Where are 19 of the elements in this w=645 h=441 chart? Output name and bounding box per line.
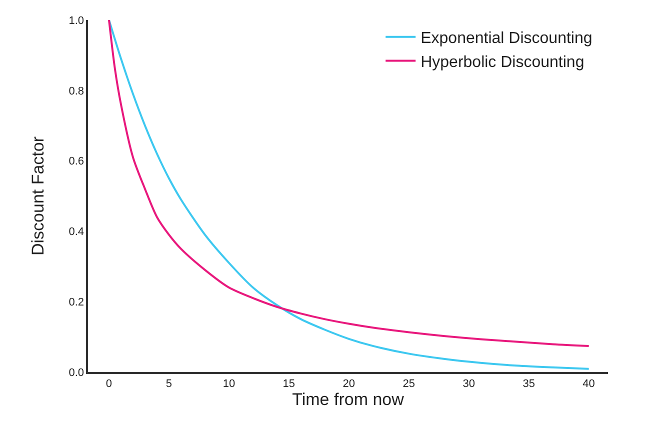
- y-tick-label: 0.0: [68, 366, 84, 379]
- x-axis-title: Time from now: [292, 390, 405, 409]
- y-tick-label: 0.2: [68, 296, 84, 308]
- legend-label: Hyperbolic Discounting: [420, 54, 584, 71]
- x-tick-label: 40: [582, 378, 595, 390]
- legend-label: Exponential Discounting: [420, 30, 592, 48]
- y-tick-label: 1.0: [68, 14, 84, 27]
- x-tick-label: 30: [462, 378, 475, 390]
- x-tick-label: 25: [402, 378, 416, 390]
- x-tick-label: 10: [222, 378, 236, 390]
- y-axis-title: Discount Factor: [28, 136, 48, 256]
- x-tick-label: 5: [166, 378, 172, 390]
- y-tick-label: 0.4: [68, 226, 84, 238]
- x-tick-label: 20: [342, 378, 356, 390]
- y-tick-label: 0.6: [68, 156, 84, 168]
- y-tick-label: 0.8: [68, 85, 84, 98]
- x-tick-label: 0: [106, 378, 112, 390]
- x-tick-label: 35: [522, 378, 535, 390]
- x-tick-label: 15: [282, 378, 296, 390]
